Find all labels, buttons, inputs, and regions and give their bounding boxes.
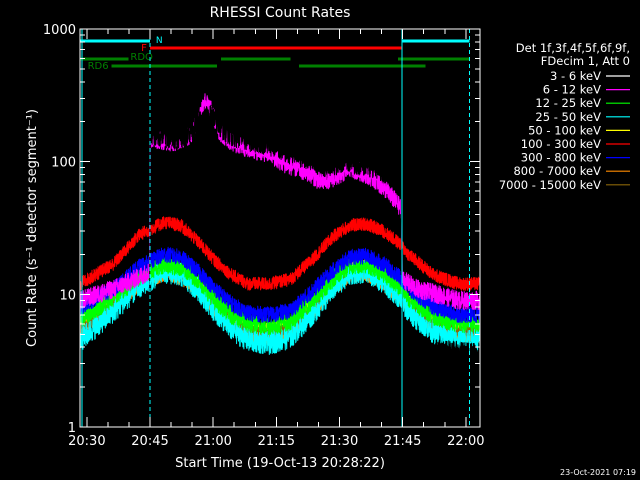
flag-label-n: N <box>156 36 163 46</box>
x-axis-label: Start Time (19-Oct-13 20:28:22) <box>175 456 385 471</box>
y-tick-label: 100 <box>51 156 76 171</box>
y-tick-label: 1000 <box>43 23 76 38</box>
legend: Det 1f,3f,4f,5f,6f,9f, FDecim 1, Att 0 3… <box>499 41 630 192</box>
legend-entry-label: 300 - 800 keV <box>521 151 601 165</box>
flag-label-rd6: RD6 <box>88 61 109 72</box>
y-tick-label: 1 <box>68 421 76 436</box>
legend-entry-label: 3 - 6 keV <box>550 69 601 83</box>
legend-entry-label: 50 - 100 keV <box>528 123 601 137</box>
x-axis: 20:30 20:45 21:00 21:15 21:30 21:45 22:00 <box>68 29 485 449</box>
series-6-12-keV <box>79 93 481 311</box>
timestamp: 23-Oct-2021 07:19 <box>560 468 636 477</box>
legend-entry-label: 6 - 12 keV <box>543 83 601 97</box>
series-300-800-keV <box>79 246 481 324</box>
legend-entry-label: 800 - 7000 keV <box>513 164 601 178</box>
legend-entry-label: 7000 - 15000 keV <box>499 178 601 192</box>
y-axis: 1 10 100 1000 <box>43 23 480 436</box>
plot-frame <box>79 28 481 428</box>
x-tick-label: 21:00 <box>194 434 231 449</box>
y-axis-label: Count Rate (s⁻¹ detector segment⁻¹) <box>25 109 40 347</box>
vertical-markers <box>81 29 470 427</box>
legend-header-line-1: Det 1f,3f,4f,5f,6f,9f, <box>516 41 630 55</box>
x-tick-label: 21:15 <box>258 434 295 449</box>
x-tick-label: 20:30 <box>68 434 105 449</box>
legend-entry-label: 25 - 50 keV <box>535 110 601 124</box>
legend-entry-label: 100 - 300 keV <box>521 137 601 151</box>
x-tick-label: 20:45 <box>131 434 168 449</box>
series-3-6-keV <box>79 104 481 377</box>
flag-label-rdo: RDO <box>130 52 153 63</box>
legend-header-line-2: FDecim 1, Att 0 <box>541 54 630 68</box>
data-series <box>79 93 481 377</box>
series-25-50-keV <box>79 259 481 355</box>
flag-label-f: F <box>141 43 147 54</box>
y-tick-label: 10 <box>59 288 76 303</box>
legend-entry-label: 12 - 25 keV <box>535 96 601 110</box>
x-tick-label: 21:45 <box>384 434 421 449</box>
x-tick-label: 21:30 <box>321 434 358 449</box>
x-tick-label: 22:00 <box>447 434 484 449</box>
series-100-300-keV <box>79 216 481 291</box>
chart-title: RHESSI Count Rates <box>210 5 351 21</box>
